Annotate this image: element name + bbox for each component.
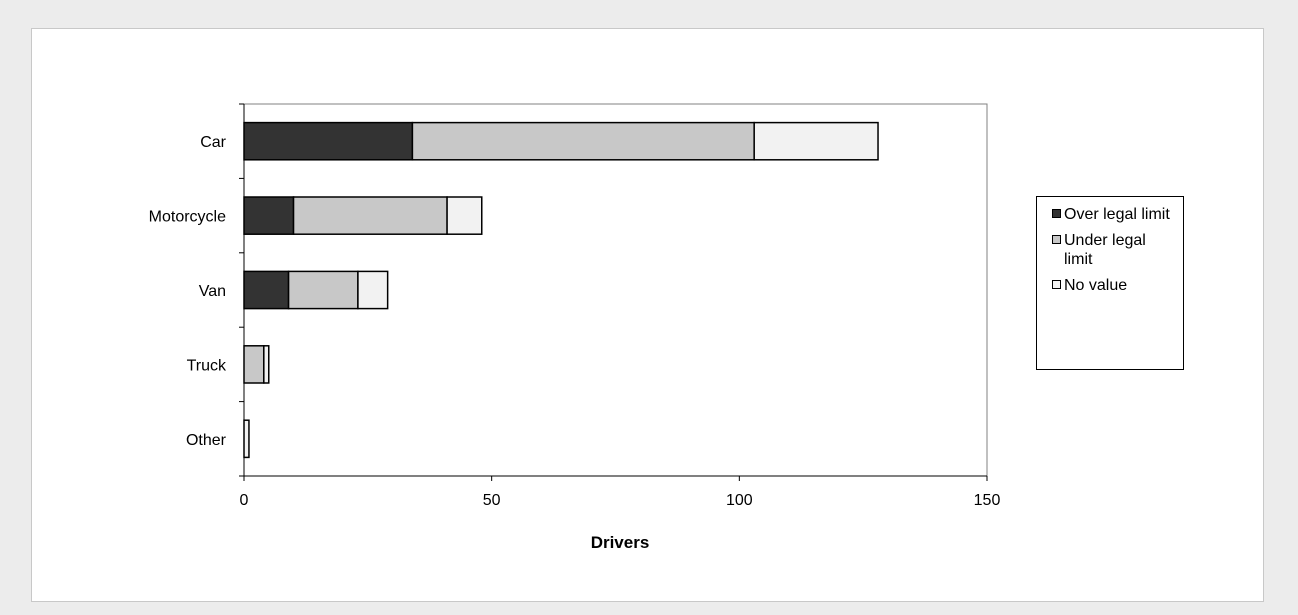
y-tick-label: Car <box>200 134 226 151</box>
y-tick-label: Other <box>186 432 227 449</box>
legend-label: Under legal limit <box>1064 232 1146 268</box>
legend-item-over-limit: Over legal limit <box>1052 205 1175 224</box>
bar-car-series-0 <box>243 121 414 161</box>
y-ticks-group: Car Motorcycle Van Truck Other <box>149 103 244 477</box>
x-tick-label: 150 <box>974 492 1001 509</box>
legend: Over legal limit Under legal limit No va… <box>1036 196 1184 370</box>
x-ticks-group: 0 50 100 150 <box>240 476 1001 509</box>
legend-item-no-value: No value <box>1052 276 1175 295</box>
bar-motorcycle-series-0 <box>243 196 295 235</box>
bar-van-series-2 <box>357 270 389 310</box>
y-tick-label: Van <box>199 283 226 300</box>
bar-motorcycle-series-1 <box>292 196 448 235</box>
x-tick-label: 50 <box>483 492 501 509</box>
legend-swatch-over-limit <box>1052 209 1061 218</box>
y-tick-label: Motorcycle <box>149 209 226 226</box>
legend-label: Over legal limit <box>1064 206 1170 223</box>
x-tick-label: 0 <box>240 492 249 509</box>
x-axis-title: Drivers <box>591 533 650 552</box>
y-tick-label: Truck <box>187 357 227 374</box>
x-tick-label: 100 <box>726 492 753 509</box>
bar-van-series-0 <box>243 270 290 310</box>
legend-swatch-no-value <box>1052 280 1061 289</box>
legend-item-under-limit: Under legal limit <box>1052 231 1175 269</box>
bar-van-series-1 <box>287 270 359 310</box>
bar-truck-series-1 <box>243 345 265 384</box>
bar-other-series-2 <box>243 419 250 459</box>
bar-truck-series-2 <box>263 345 270 384</box>
bar-car-series-1 <box>411 121 755 161</box>
bars-group <box>243 121 879 459</box>
bar-motorcycle-series-2 <box>446 196 483 235</box>
legend-label: No value <box>1064 277 1128 294</box>
bar-car-series-2 <box>753 121 879 161</box>
legend-swatch-under-limit <box>1052 235 1061 244</box>
